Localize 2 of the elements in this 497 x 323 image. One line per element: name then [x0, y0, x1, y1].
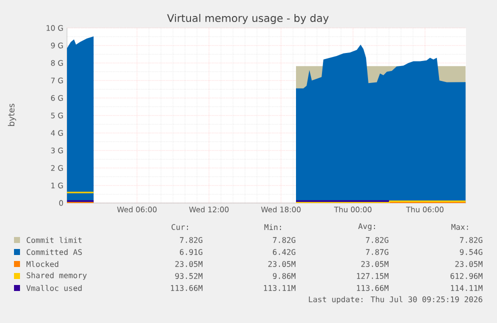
- chart-title: Virtual memory usage - by day: [167, 14, 329, 24]
- y-axis-title: bytes: [8, 104, 16, 126]
